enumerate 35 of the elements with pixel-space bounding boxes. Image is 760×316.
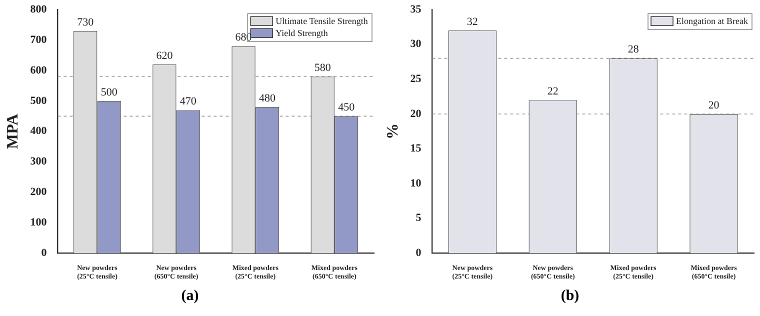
data-label: 480	[259, 92, 276, 104]
y-tick-label: 800	[30, 3, 48, 16]
data-label: 28	[628, 44, 640, 56]
data-label: 620	[156, 50, 174, 62]
data-label: 22	[547, 85, 558, 98]
y-tick-label: 400	[30, 125, 48, 138]
text: (b)	[560, 288, 580, 305]
y-tick-label: 30	[410, 38, 422, 50]
legend-label: Ultimate Tensile Strength	[276, 16, 368, 26]
y-axis-title: MPA	[4, 113, 22, 150]
y-tick-label: 25	[410, 73, 422, 86]
text: (a)	[180, 288, 200, 305]
y-tick-label: 700	[30, 34, 48, 46]
legend-label: Yield Strength	[276, 28, 328, 38]
data-label: 32	[466, 16, 478, 28]
y-tick-label: 10	[410, 177, 422, 190]
y-tick-label: 5	[416, 212, 422, 224]
y-tick-label: 500	[30, 94, 48, 107]
data-label: 450	[338, 102, 356, 114]
y-tick-label: 200	[30, 186, 48, 198]
data-label: 580	[314, 62, 332, 74]
data-label: 730	[77, 16, 94, 28]
y-tick-label: 20	[410, 108, 422, 120]
data-label: 500	[100, 86, 118, 98]
y-tick-label: 300	[30, 156, 48, 168]
y-tick-label: 15	[410, 142, 422, 155]
y-tick-label: 35	[410, 3, 422, 16]
y-tick-label: 600	[30, 64, 48, 76]
y-tick-label: 0	[41, 247, 48, 260]
legend-label: Elongation at Break	[676, 16, 748, 26]
y-axis-title: %	[384, 123, 402, 140]
y-tick-label: 0	[416, 247, 422, 260]
y-tick-label: 100	[30, 216, 48, 229]
data-label: 20	[708, 99, 720, 112]
data-label: 470	[180, 95, 197, 108]
